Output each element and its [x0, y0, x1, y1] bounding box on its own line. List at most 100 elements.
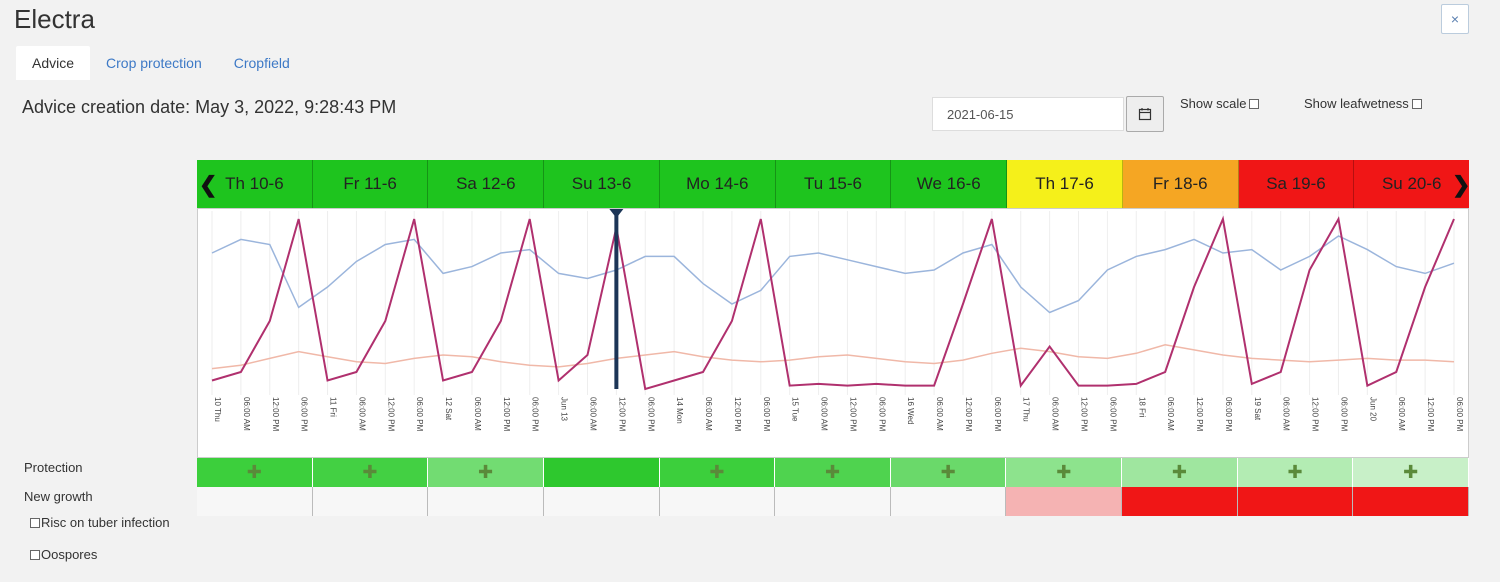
oospores-checkbox[interactable] — [30, 549, 40, 560]
x-tick-label: 06:00 PM — [1224, 397, 1233, 432]
tab-bar: Advice Crop protection Cropfield — [16, 46, 306, 80]
x-tick-label: 06:00 PM — [300, 397, 309, 432]
new-growth-label: New growth — [24, 489, 93, 504]
x-tick-label: Jun 20 — [1368, 397, 1377, 422]
x-tick-label: 06:00 AM — [242, 397, 251, 431]
day-cell[interactable]: Fr 11-6 — [312, 160, 429, 208]
protection-cell[interactable]: ✚ — [1237, 458, 1354, 487]
plus-cross-icon: ✚ — [1403, 462, 1419, 482]
protection-cell[interactable]: ✚ — [1122, 458, 1238, 487]
x-tick-label: 06:00 PM — [993, 397, 1002, 432]
oospores-option[interactable]: Oospores — [30, 547, 97, 562]
growth-cell — [1122, 487, 1238, 516]
x-tick-label: 17 Thu — [1022, 397, 1031, 422]
x-tick-label: 12:00 PM — [1080, 397, 1089, 432]
weather-chart: 10 Thu 06:00 AM 12:00 PM 06:00 PM 11 Fri 06:0… — [197, 208, 1469, 458]
x-tick-label: 06:00 PM — [646, 397, 655, 432]
x-tick-label: 12:00 PM — [733, 397, 742, 432]
close-button[interactable]: × — [1441, 4, 1469, 34]
day-cell[interactable]: Su 20-6 — [1354, 160, 1470, 208]
protection-cell[interactable]: ✚ — [197, 458, 313, 487]
x-tick-label: 06:00 AM — [473, 397, 482, 431]
plus-cross-icon: ✚ — [1171, 462, 1187, 482]
show-scale-label: Show scale — [1180, 96, 1247, 111]
calendar-icon — [1138, 108, 1152, 121]
x-tick-label: 12:00 PM — [271, 397, 280, 432]
growth-cell — [1237, 487, 1354, 516]
x-tick-label: 12:00 PM — [964, 397, 973, 432]
protection-cell[interactable]: ✚ — [659, 458, 776, 487]
tab-advice[interactable]: Advice — [16, 46, 91, 80]
x-tick-label: 06:00 AM — [820, 397, 829, 431]
tab-crop-protection[interactable]: Crop protection — [106, 55, 202, 71]
x-tick-label: 14 Mon — [675, 397, 684, 424]
day-cell[interactable]: Su 13-6 — [544, 160, 660, 208]
new-growth-row — [197, 487, 1470, 516]
growth-cell — [775, 487, 891, 516]
x-tick-label: 19 Sat — [1253, 397, 1262, 421]
protection-cell[interactable]: ✚ — [1006, 458, 1123, 487]
day-cell[interactable]: Th 17-6 — [1007, 160, 1123, 208]
growth-cell — [659, 487, 776, 516]
day-cell[interactable]: We 16-6 — [891, 160, 1008, 208]
x-tick-label: 11 Fri — [329, 397, 338, 417]
close-icon: × — [1450, 11, 1460, 27]
date-input[interactable]: 2021-06-15 — [932, 97, 1124, 131]
show-scale-checkbox[interactable] — [1249, 98, 1260, 109]
x-tick-label: 06:00 PM — [1455, 397, 1464, 432]
protection-cell[interactable]: ✚ — [1353, 458, 1470, 487]
plus-cross-icon: ✚ — [478, 462, 494, 482]
temperature-line — [211, 344, 1455, 370]
show-scale-option[interactable]: Show scale — [1180, 96, 1260, 111]
protection-row: ✚ ✚ ✚ ✚ ✚ ✚ ✚ ✚ ✚ ✚ — [197, 458, 1470, 487]
protection-cell[interactable] — [543, 458, 660, 487]
show-leafwetness-checkbox[interactable] — [1411, 98, 1422, 109]
x-tick-label: 06:00 AM — [935, 397, 944, 431]
protection-cell[interactable]: ✚ — [428, 458, 544, 487]
calendar-button[interactable] — [1126, 96, 1164, 132]
x-tick-label: 06:00 AM — [704, 397, 713, 431]
growth-cell — [312, 487, 429, 516]
day-cell[interactable]: Mo 14-6 — [659, 160, 776, 208]
risk-tuber-label: Risc on tuber infection — [41, 515, 170, 530]
prev-arrow-icon[interactable]: ❮ — [199, 172, 218, 197]
day-cell[interactable]: Tu 15-6 — [775, 160, 892, 208]
x-tick-label: 06:00 AM — [357, 397, 366, 431]
day-cell[interactable]: Sa 19-6 — [1238, 160, 1355, 208]
x-tick-label: 06:00 AM — [1051, 397, 1060, 431]
day-cell[interactable]: Fr 18-6 — [1122, 160, 1239, 208]
x-tick-label: 10 Thu — [213, 397, 222, 422]
x-tick-label: 06:00 PM — [1108, 397, 1117, 432]
protection-cell[interactable]: ✚ — [775, 458, 891, 487]
x-tick-label: 06:00 AM — [588, 397, 597, 431]
x-tick-label: 06:00 AM — [1397, 397, 1406, 431]
show-leafwetness-option[interactable]: Show leafwetness — [1304, 96, 1422, 111]
x-tick-label: 16 Wed — [906, 397, 915, 424]
risk-tuber-checkbox[interactable] — [30, 517, 40, 528]
protection-cell[interactable]: ✚ — [312, 458, 429, 487]
x-tick-label: 06:00 PM — [762, 397, 771, 432]
chart-svg: 10 Thu 06:00 AM 12:00 PM 06:00 PM 11 Fri 06:0… — [211, 209, 1464, 432]
window-title: Electra — [14, 4, 95, 34]
advice-creation-date: Advice creation date: May 3, 2022, 9:28:… — [22, 97, 397, 117]
growth-cell — [543, 487, 660, 516]
x-tick-label: 12:00 PM — [502, 397, 511, 432]
growth-cell — [428, 487, 544, 516]
risk-tuber-option[interactable]: Risc on tuber infection — [30, 515, 170, 530]
plus-cross-icon: ✚ — [362, 462, 378, 482]
next-arrow-icon[interactable]: ❯ — [1452, 172, 1471, 197]
x-tick-label: 12:00 PM — [386, 397, 395, 432]
plus-cross-icon: ✚ — [1056, 462, 1072, 482]
x-tick-label: 12 Sat — [444, 397, 453, 421]
protection-cell[interactable]: ✚ — [890, 458, 1007, 487]
day-cell[interactable]: Th 10-6 — [197, 160, 313, 208]
plus-cross-icon: ✚ — [940, 462, 956, 482]
growth-cell — [197, 487, 313, 516]
day-cell[interactable]: Sa 12-6 — [428, 160, 545, 208]
plus-cross-icon: ✚ — [1287, 462, 1303, 482]
x-tick-label: 06:00 PM — [415, 397, 424, 432]
x-tick-label: 12:00 PM — [1311, 397, 1320, 432]
x-tick-label: 18 Fri — [1137, 397, 1146, 418]
x-tick-label: 12:00 PM — [1426, 397, 1435, 432]
tab-cropfield[interactable]: Cropfield — [233, 55, 290, 71]
